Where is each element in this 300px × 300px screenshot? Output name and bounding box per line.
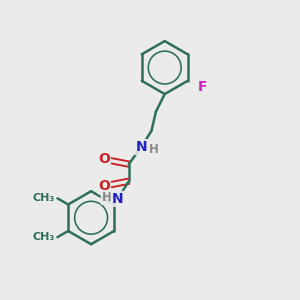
Text: CH₃: CH₃ — [33, 232, 55, 242]
Text: H: H — [101, 191, 111, 204]
Text: O: O — [98, 152, 110, 166]
Text: CH₃: CH₃ — [33, 193, 55, 203]
Text: O: O — [98, 179, 110, 193]
Text: F: F — [198, 80, 208, 94]
Text: N: N — [135, 140, 147, 154]
Text: N: N — [112, 192, 123, 206]
Text: H: H — [148, 143, 158, 157]
